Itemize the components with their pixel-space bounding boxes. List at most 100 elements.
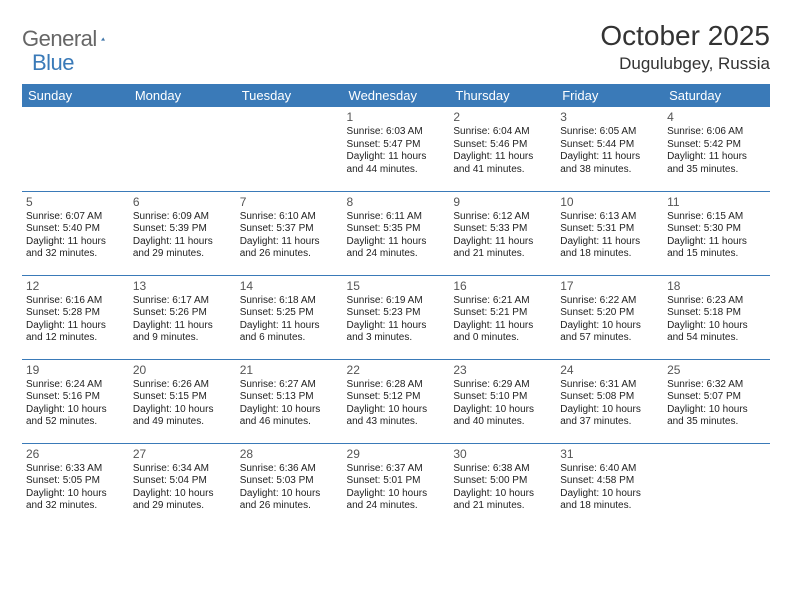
calendar-cell: 25Sunrise: 6:32 AMSunset: 5:07 PMDayligh… [663,359,770,443]
calendar-cell: 2Sunrise: 6:04 AMSunset: 5:46 PMDaylight… [449,107,556,191]
day-number: 26 [26,447,125,462]
sunset-text: Sunset: 5:25 PM [240,307,339,320]
calendar-row: 12Sunrise: 6:16 AMSunset: 5:28 PMDayligh… [22,275,770,359]
sunrise-text: Sunrise: 6:03 AM [347,126,446,139]
calendar-cell: 19Sunrise: 6:24 AMSunset: 5:16 PMDayligh… [22,359,129,443]
sunrise-text: Sunrise: 6:31 AM [560,379,659,392]
daylight1-text: Daylight: 11 hours [453,236,552,249]
daylight2-text: and 44 minutes. [347,164,446,177]
daylight2-text: and 52 minutes. [26,416,125,429]
calendar-head: SundayMondayTuesdayWednesdayThursdayFrid… [22,84,770,107]
daylight2-text: and 18 minutes. [560,500,659,513]
daylight2-text: and 37 minutes. [560,416,659,429]
sunrise-text: Sunrise: 6:04 AM [453,126,552,139]
sunrise-text: Sunrise: 6:12 AM [453,211,552,224]
calendar-cell: 17Sunrise: 6:22 AMSunset: 5:20 PMDayligh… [556,275,663,359]
sunset-text: Sunset: 5:42 PM [667,139,766,152]
daylight2-text: and 15 minutes. [667,248,766,261]
daylight2-text: and 46 minutes. [240,416,339,429]
sunrise-text: Sunrise: 6:40 AM [560,463,659,476]
sunset-text: Sunset: 5:15 PM [133,391,232,404]
sunrise-text: Sunrise: 6:26 AM [133,379,232,392]
sunrise-text: Sunrise: 6:18 AM [240,295,339,308]
sunset-text: Sunset: 5:39 PM [133,223,232,236]
sunrise-text: Sunrise: 6:17 AM [133,295,232,308]
sunrise-text: Sunrise: 6:32 AM [667,379,766,392]
day-number: 4 [667,110,766,125]
sunset-text: Sunset: 5:00 PM [453,475,552,488]
daylight2-text: and 18 minutes. [560,248,659,261]
sunset-text: Sunset: 5:31 PM [560,223,659,236]
calendar-cell: 11Sunrise: 6:15 AMSunset: 5:30 PMDayligh… [663,191,770,275]
sunset-text: Sunset: 5:20 PM [560,307,659,320]
logo-triangle-icon [101,30,105,48]
daylight2-text: and 32 minutes. [26,248,125,261]
daylight1-text: Daylight: 11 hours [26,236,125,249]
calendar-cell: 12Sunrise: 6:16 AMSunset: 5:28 PMDayligh… [22,275,129,359]
sunset-text: Sunset: 5:18 PM [667,307,766,320]
day-number: 1 [347,110,446,125]
sunset-text: Sunset: 5:28 PM [26,307,125,320]
daylight1-text: Daylight: 10 hours [133,488,232,501]
daylight2-text: and 6 minutes. [240,332,339,345]
sunrise-text: Sunrise: 6:34 AM [133,463,232,476]
daylight2-text: and 26 minutes. [240,500,339,513]
brand-logo: General [22,26,125,52]
day-header: Wednesday [343,84,450,107]
sunset-text: Sunset: 5:26 PM [133,307,232,320]
sunset-text: Sunset: 5:01 PM [347,475,446,488]
daylight2-text: and 35 minutes. [667,164,766,177]
daylight1-text: Daylight: 10 hours [560,488,659,501]
calendar-cell: 7Sunrise: 6:10 AMSunset: 5:37 PMDaylight… [236,191,343,275]
day-number: 24 [560,363,659,378]
day-number: 29 [347,447,446,462]
calendar-cell: 13Sunrise: 6:17 AMSunset: 5:26 PMDayligh… [129,275,236,359]
daylight1-text: Daylight: 11 hours [667,236,766,249]
daylight2-text: and 3 minutes. [347,332,446,345]
daylight2-text: and 35 minutes. [667,416,766,429]
sunset-text: Sunset: 5:03 PM [240,475,339,488]
day-number: 30 [453,447,552,462]
day-number: 19 [26,363,125,378]
day-number: 18 [667,279,766,294]
day-number: 16 [453,279,552,294]
sunrise-text: Sunrise: 6:38 AM [453,463,552,476]
calendar-cell: 31Sunrise: 6:40 AMSunset: 4:58 PMDayligh… [556,443,663,527]
calendar-cell: 23Sunrise: 6:29 AMSunset: 5:10 PMDayligh… [449,359,556,443]
daylight1-text: Daylight: 11 hours [133,236,232,249]
calendar-row: 26Sunrise: 6:33 AMSunset: 5:05 PMDayligh… [22,443,770,527]
calendar-cell: 6Sunrise: 6:09 AMSunset: 5:39 PMDaylight… [129,191,236,275]
day-number: 2 [453,110,552,125]
day-header: Sunday [22,84,129,107]
day-number: 13 [133,279,232,294]
calendar-cell: 9Sunrise: 6:12 AMSunset: 5:33 PMDaylight… [449,191,556,275]
calendar-cell: 28Sunrise: 6:36 AMSunset: 5:03 PMDayligh… [236,443,343,527]
calendar-cell: 24Sunrise: 6:31 AMSunset: 5:08 PMDayligh… [556,359,663,443]
daylight1-text: Daylight: 11 hours [240,320,339,333]
daylight2-text: and 21 minutes. [453,248,552,261]
daylight1-text: Daylight: 11 hours [667,151,766,164]
daylight1-text: Daylight: 10 hours [240,488,339,501]
daylight1-text: Daylight: 11 hours [347,151,446,164]
daylight2-text: and 40 minutes. [453,416,552,429]
sunrise-text: Sunrise: 6:19 AM [347,295,446,308]
sunset-text: Sunset: 5:35 PM [347,223,446,236]
day-number: 27 [133,447,232,462]
sunrise-text: Sunrise: 6:23 AM [667,295,766,308]
header: General October 2025 Dugulubgey, Russia [22,20,770,74]
sunrise-text: Sunrise: 6:15 AM [667,211,766,224]
calendar-cell: 14Sunrise: 6:18 AMSunset: 5:25 PMDayligh… [236,275,343,359]
daylight2-text: and 43 minutes. [347,416,446,429]
calendar-cell: 10Sunrise: 6:13 AMSunset: 5:31 PMDayligh… [556,191,663,275]
sunset-text: Sunset: 5:23 PM [347,307,446,320]
sunset-text: Sunset: 4:58 PM [560,475,659,488]
daylight1-text: Daylight: 11 hours [453,320,552,333]
calendar-row: 1Sunrise: 6:03 AMSunset: 5:47 PMDaylight… [22,107,770,191]
month-title: October 2025 [600,20,770,52]
location: Dugulubgey, Russia [600,54,770,74]
sunset-text: Sunset: 5:33 PM [453,223,552,236]
sunset-text: Sunset: 5:40 PM [26,223,125,236]
sunrise-text: Sunrise: 6:16 AM [26,295,125,308]
daylight1-text: Daylight: 10 hours [347,404,446,417]
calendar-cell: 26Sunrise: 6:33 AMSunset: 5:05 PMDayligh… [22,443,129,527]
